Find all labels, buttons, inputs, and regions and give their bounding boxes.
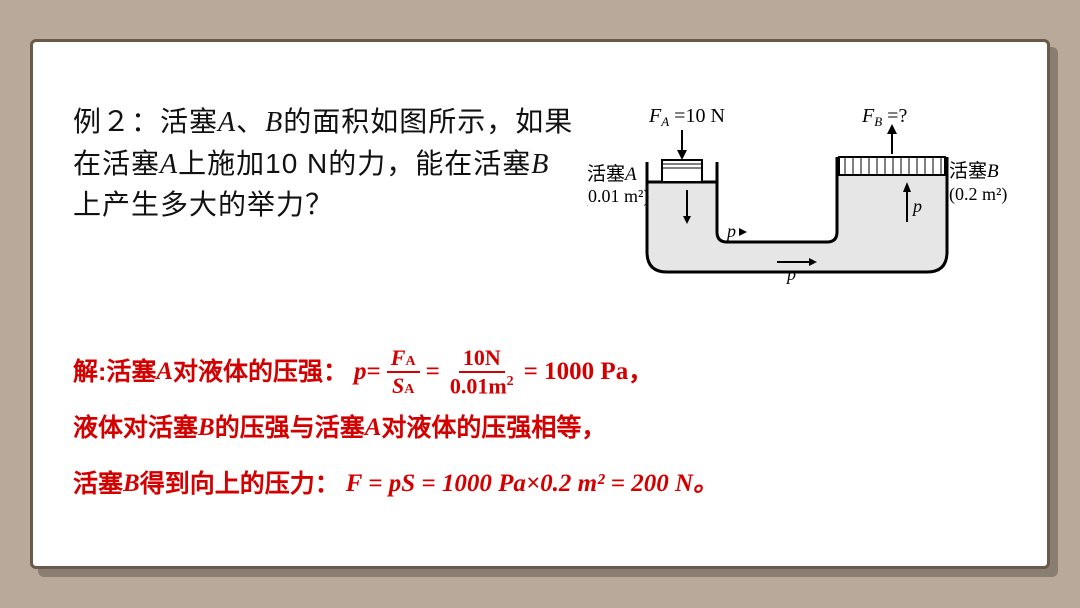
- s1-comma: ，: [628, 347, 653, 397]
- area-b: (0.2 m²): [949, 184, 1007, 205]
- s1-result: = 1000 Pa: [524, 347, 629, 397]
- frac1-den-S: S: [392, 373, 404, 398]
- top-row: 例２：活塞A、B的面积如图所示，如果在活塞A上施加10 N的力，能在活塞B上产生…: [73, 102, 1007, 307]
- question-text: 例２：活塞A、B的面积如图所示，如果在活塞A上施加10 N的力，能在活塞B上产生…: [73, 102, 587, 226]
- frac2-num: 10N: [459, 347, 505, 373]
- solution-block: 解:活塞A对液体的压强： p = FA SA = 10N 0.01m2 = 10…: [73, 347, 1007, 509]
- area-a: (0.01 m²): [587, 186, 649, 207]
- p-bottom: p: [785, 264, 796, 284]
- s1-b: 对液体的压强：: [173, 347, 348, 397]
- frac2-den-sup: 2: [507, 374, 514, 389]
- piston-b: [839, 157, 945, 175]
- frac-fa-sa: FA SA: [387, 347, 420, 397]
- s2-A: A: [365, 403, 382, 453]
- p-left: p: [725, 221, 736, 241]
- s1-eq2: =: [426, 347, 440, 397]
- frac1-num-F: F: [391, 345, 406, 370]
- frac1-num-sub: A: [405, 354, 415, 369]
- fluid-body: [647, 172, 947, 272]
- s2-c: 对液体的压强相等，: [381, 403, 606, 453]
- fb-label: FB =?: [861, 105, 907, 129]
- piston-a-label: 活塞A: [587, 163, 637, 185]
- s1-a: 解:活塞: [73, 347, 156, 397]
- q-sep: 、: [236, 106, 265, 137]
- s1-eq1: =: [367, 347, 381, 397]
- solution-line-2: 液体对活塞B的压强与活塞A对液体的压强相等，: [73, 403, 1007, 453]
- s3-eq: F = pS = 1000 Pa×0.2 m² = 200 N。: [346, 459, 718, 509]
- piston-a: [662, 160, 702, 182]
- fa-label: FA =10 N: [648, 105, 725, 129]
- q-B2: B: [531, 149, 549, 180]
- s1-A: A: [156, 347, 173, 397]
- solution-line-3: 活塞B得到向上的压力： F = pS = 1000 Pa×0.2 m² = 20…: [73, 459, 1007, 509]
- s3-a: 活塞: [73, 459, 123, 509]
- q-A2: A: [160, 149, 178, 180]
- q-prefix: 例２：活塞: [73, 106, 218, 137]
- hydraulic-diagram: p p p FA =10 N FB =? 活塞A (0.01 m²) 活塞B: [587, 102, 1007, 307]
- s2-b: 的压强与活塞: [215, 403, 365, 453]
- s2-B: B: [198, 403, 215, 453]
- frac-10n: 10N 0.01m2: [446, 347, 518, 397]
- slide: 例２：活塞A、B的面积如图所示，如果在活塞A上施加10 N的力，能在活塞B上产生…: [30, 39, 1050, 569]
- s1-p: p: [354, 347, 367, 397]
- solution-line-1: 解:活塞A对液体的压强： p = FA SA = 10N 0.01m2 = 10…: [73, 347, 1007, 397]
- frac1-den-sub: A: [404, 382, 414, 397]
- q-A: A: [218, 107, 236, 138]
- q-B: B: [265, 107, 283, 138]
- frac2-den: 0.01m: [450, 373, 507, 398]
- q-tail: 上产生多大的举力？: [73, 189, 334, 220]
- s2-a: 液体对活塞: [73, 403, 198, 453]
- q-mid2: 上施加10 N的力，能在活塞: [178, 148, 531, 179]
- s3-b: 得到向上的压力：: [140, 459, 340, 509]
- s3-B: B: [123, 459, 140, 509]
- p-right: p: [911, 196, 922, 216]
- piston-b-label: 活塞B: [949, 160, 999, 182]
